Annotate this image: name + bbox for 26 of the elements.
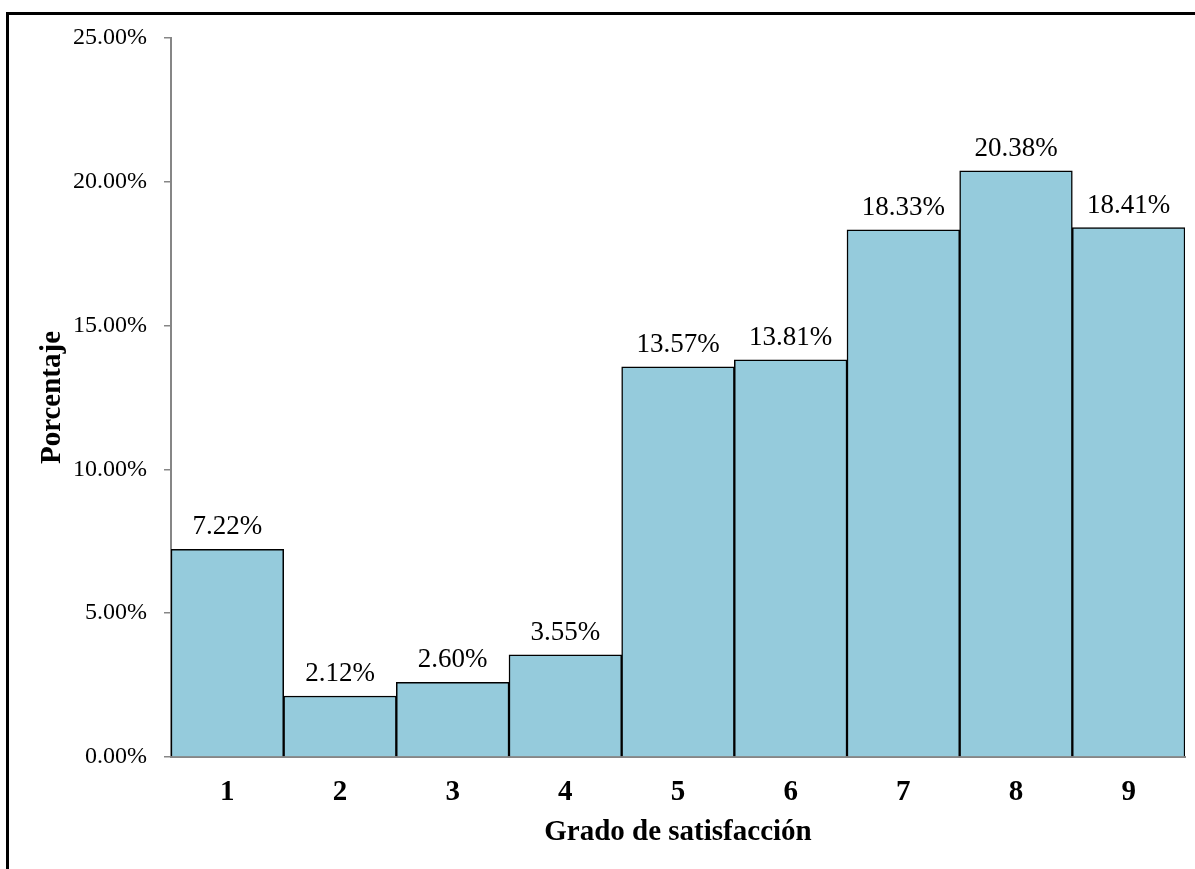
x-tick-label: 6: [783, 774, 798, 807]
x-tick-label: 1: [220, 774, 235, 807]
data-label: 18.41%: [1087, 188, 1171, 219]
x-tick-label: 8: [1008, 774, 1024, 807]
x-tick-label: 3: [445, 774, 460, 807]
y-tick-label: 10.00%: [73, 454, 147, 481]
data-label: 18.33%: [861, 190, 945, 221]
data-label: 13.81%: [749, 320, 833, 351]
y-tick-label: 25.00%: [73, 23, 147, 50]
data-label: 2.12%: [305, 657, 375, 688]
x-tick-label: 4: [558, 774, 573, 807]
data-label: 7.22%: [192, 510, 263, 541]
x-tick-label: 2: [332, 774, 348, 807]
y-tick-label: 20.00%: [73, 167, 147, 194]
y-tick-label: 15.00%: [73, 310, 147, 337]
data-label: 13.57%: [636, 327, 720, 358]
y-tick-label: 5.00%: [85, 598, 147, 625]
y-tick-label: 0.00%: [85, 742, 147, 769]
y-axis-title: Porcentaje: [34, 330, 67, 465]
x-axis-title: Grado de satisfacción: [544, 814, 812, 847]
x-tick-label: 5: [670, 774, 686, 807]
data-label: 3.55%: [530, 615, 601, 646]
x-tick-label: 9: [1121, 774, 1136, 807]
data-label: 20.38%: [974, 131, 1058, 162]
data-label: 2.60%: [417, 643, 488, 674]
x-tick-label: 7: [896, 774, 911, 807]
